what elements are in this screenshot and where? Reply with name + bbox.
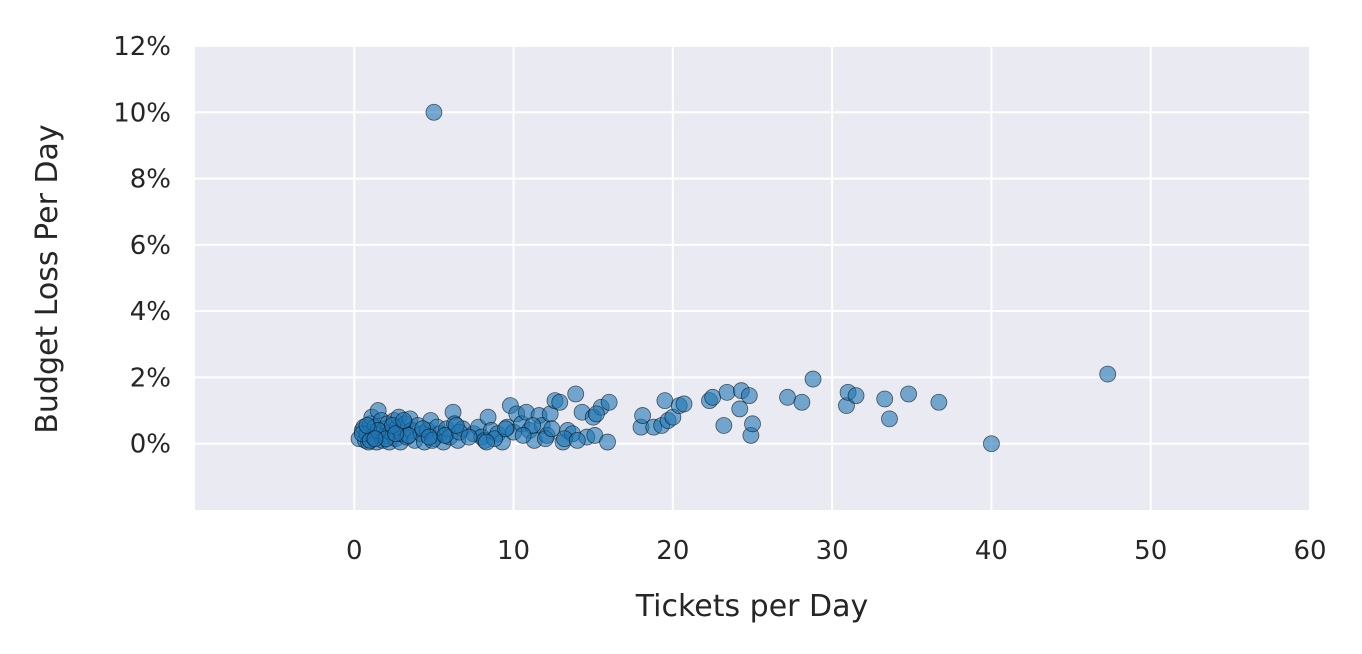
y-tick-label: 10%: [113, 98, 171, 128]
x-axis-label: Tickets per Day: [635, 589, 869, 624]
data-point: [599, 433, 616, 451]
data-point: [744, 415, 761, 433]
x-tick-label: 10: [497, 536, 530, 566]
y-tick-label: 6%: [130, 231, 171, 261]
data-point: [804, 370, 822, 388]
x-tick-label: 20: [656, 536, 689, 566]
x-tick-label: 40: [975, 536, 1008, 566]
data-point: [847, 387, 865, 405]
data-point: [731, 400, 749, 418]
data-point: [478, 433, 495, 451]
data-point: [543, 420, 561, 438]
y-tick-label: 8%: [130, 165, 171, 195]
y-tick-label: 4%: [130, 297, 171, 327]
data-point: [983, 435, 1000, 453]
data-point: [740, 387, 758, 405]
data-point: [704, 388, 722, 406]
data-point: [930, 393, 948, 411]
y-tick-labels: 0% 2% 4% 6% 8% 10% 12%: [113, 32, 171, 460]
data-point: [366, 430, 384, 448]
data-point: [600, 393, 618, 411]
x-tick-label: 30: [816, 536, 849, 566]
x-tick-label: 0: [346, 536, 363, 566]
data-point: [675, 395, 693, 413]
data-point: [1099, 365, 1117, 383]
y-axis-label: Budget Loss Per Day: [30, 124, 65, 433]
data-point: [497, 420, 515, 438]
data-point: [358, 417, 376, 434]
data-point: [425, 103, 443, 121]
data-point: [656, 392, 674, 410]
data-point: [715, 417, 733, 434]
data-point: [460, 428, 478, 446]
y-tick-label: 0%: [130, 430, 171, 460]
data-point: [881, 410, 898, 428]
data-point: [634, 407, 651, 424]
data-point: [420, 428, 438, 446]
x-tick-label: 50: [1134, 536, 1167, 566]
x-tick-labels: 0 10 20 30 40 50 60: [346, 536, 1327, 566]
data-point: [876, 390, 894, 408]
data-point: [514, 427, 532, 444]
data-point: [568, 431, 586, 449]
y-tick-label: 2%: [130, 363, 171, 393]
data-point: [588, 405, 605, 423]
data-point: [551, 393, 569, 411]
y-tick-label: 12%: [113, 32, 171, 62]
data-point: [387, 425, 405, 443]
data-point: [447, 417, 465, 434]
data-points: [350, 103, 1117, 453]
x-tick-label: 60: [1293, 536, 1326, 566]
data-point: [779, 388, 796, 406]
data-point: [567, 385, 585, 403]
data-point: [900, 385, 917, 403]
data-point: [718, 383, 736, 401]
data-point: [395, 412, 413, 429]
data-point: [793, 393, 811, 411]
